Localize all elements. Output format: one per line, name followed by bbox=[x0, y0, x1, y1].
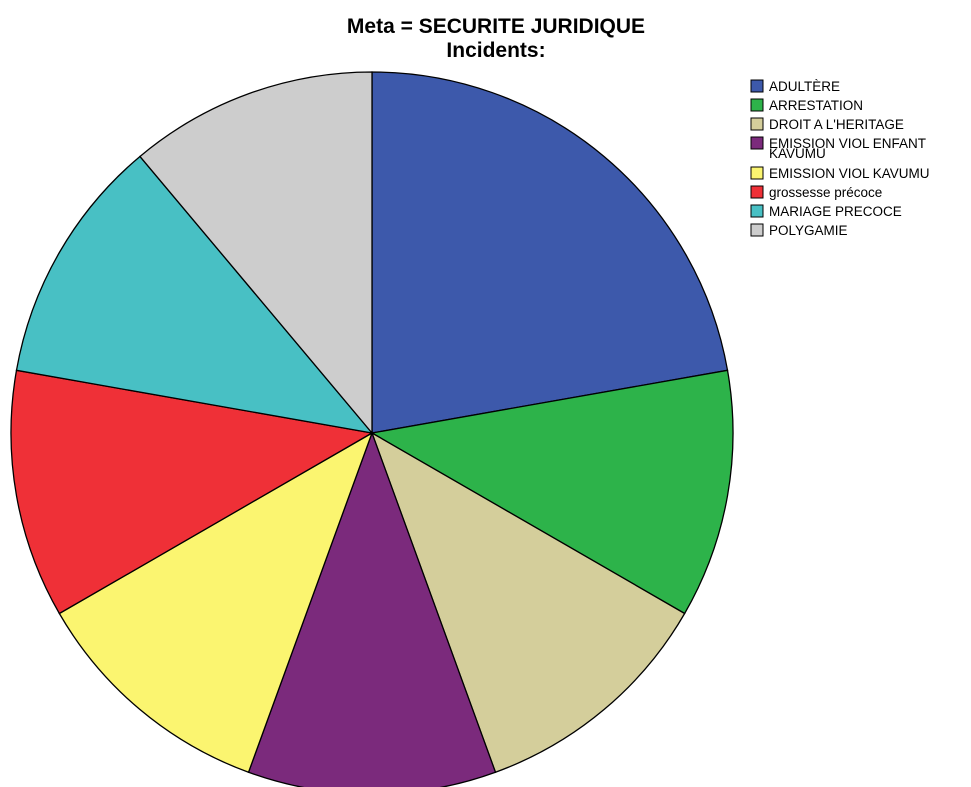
legend-label: MARIAGE PRECOCE bbox=[769, 204, 902, 219]
legend-item: POLYGAMIE bbox=[750, 223, 848, 238]
pie-slice-5 bbox=[58, 431, 374, 774]
pie-slice-6 bbox=[10, 369, 374, 615]
legend-swatch bbox=[750, 136, 764, 150]
legend-item: grossesse précoce bbox=[750, 185, 882, 200]
pie-slice-8 bbox=[139, 71, 373, 435]
legend: ADULTÈRE ARRESTATION DROIT A L'HERITAGE EMI… bbox=[750, 79, 930, 238]
pie-slice-3 bbox=[370, 431, 686, 774]
chart-title: Meta = SECURITE JURIDIQUE bbox=[347, 15, 645, 38]
legend-swatch bbox=[750, 79, 764, 93]
legend-item: MARIAGE PRECOCE bbox=[750, 204, 902, 219]
pie-slices bbox=[10, 71, 734, 787]
legend-label: grossesse précoce bbox=[769, 185, 882, 200]
legend-label: POLYGAMIE bbox=[769, 223, 848, 238]
legend-swatch bbox=[750, 185, 764, 199]
legend-label: DROIT A L'HERITAGE bbox=[769, 117, 904, 132]
legend-swatch bbox=[750, 223, 764, 237]
legend-swatch bbox=[750, 166, 764, 180]
legend-swatch bbox=[750, 204, 764, 218]
legend-swatch bbox=[750, 98, 764, 112]
chart-subtitle: Incidents: bbox=[446, 39, 545, 62]
legend-label: EMISSION VIOL KAVUMU bbox=[769, 166, 930, 181]
legend-label: ADULTÈRE bbox=[769, 79, 840, 94]
legend-item: ADULTÈRE bbox=[750, 79, 840, 94]
pie-slice-4 bbox=[247, 431, 497, 787]
legend-label: ARRESTATION bbox=[769, 98, 863, 113]
legend-swatch bbox=[750, 117, 764, 131]
pie-slice-7 bbox=[15, 155, 374, 434]
pie-slice-1 bbox=[371, 71, 729, 434]
legend-item: EMISSION VIOL ENFANT KAVUMU bbox=[750, 136, 926, 161]
legend-item: DROIT A L'HERITAGE bbox=[750, 117, 904, 132]
legend-item: ARRESTATION bbox=[750, 98, 863, 113]
pie-slice-2 bbox=[370, 369, 734, 615]
legend-item: EMISSION VIOL KAVUMU bbox=[750, 166, 930, 181]
legend-label: EMISSION VIOL ENFANT KAVUMU bbox=[769, 136, 926, 161]
